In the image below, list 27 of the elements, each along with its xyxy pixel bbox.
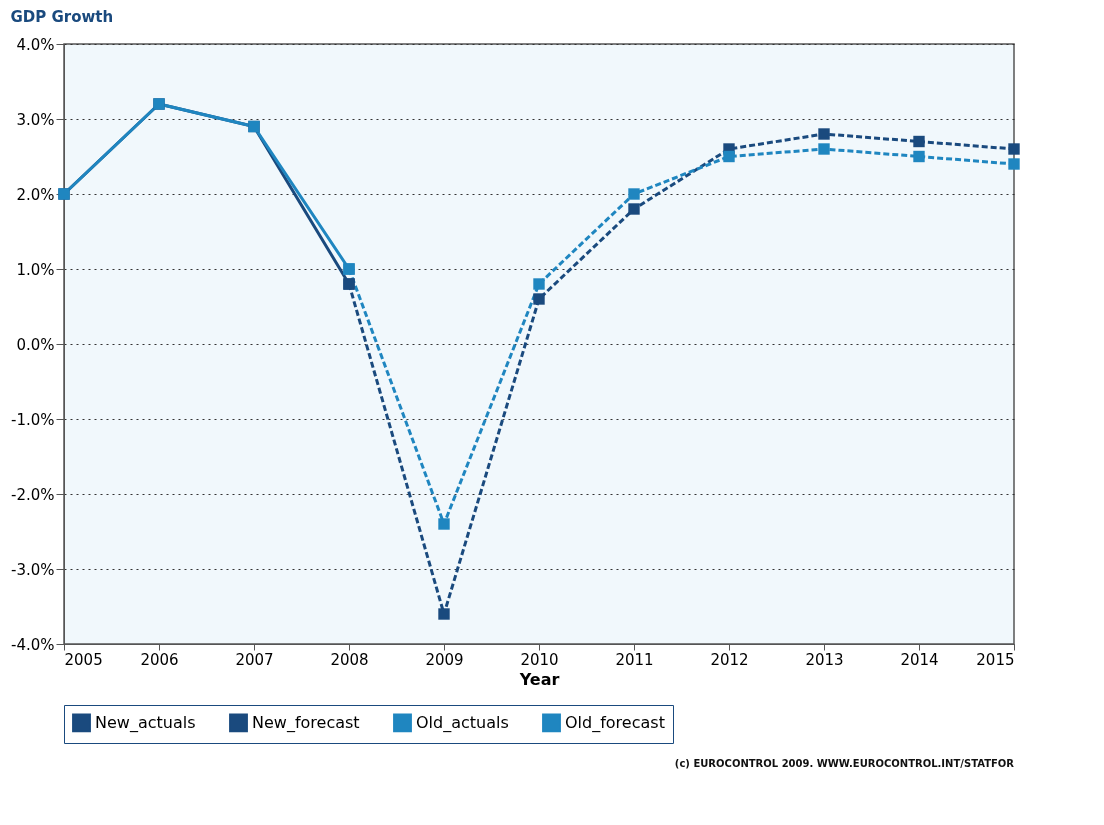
y-tick-label: -1.0% bbox=[10, 410, 55, 429]
legend-label: New_actuals bbox=[95, 712, 196, 733]
y-tick-label: 4.0% bbox=[16, 35, 55, 54]
x-tick-label: 2008 bbox=[330, 650, 369, 669]
y-tick-label: 2.0% bbox=[16, 185, 55, 204]
x-tick-label: 2007 bbox=[235, 650, 274, 669]
y-tick-label: 3.0% bbox=[16, 110, 55, 129]
x-tick-label: 2009 bbox=[425, 650, 464, 669]
x-tick-label: 2013 bbox=[805, 650, 844, 669]
legend-label: Old_forecast bbox=[565, 712, 665, 733]
x-tick-label: 2005 bbox=[64, 650, 103, 669]
y-tick-label: -3.0% bbox=[10, 560, 55, 579]
x-tick-label: 2015 bbox=[976, 650, 1015, 669]
legend-label: Old_actuals bbox=[416, 712, 509, 733]
y-tick-label: 1.0% bbox=[16, 260, 55, 279]
chart-title: GDP Growth bbox=[10, 8, 114, 26]
legend-label: New_forecast bbox=[252, 712, 360, 733]
x-tick-label: 2012 bbox=[710, 650, 749, 669]
y-tick-label: -2.0% bbox=[10, 485, 55, 504]
text: (c) EUROCONTROL 2009. WWW.EUROCONTROL.INT/STATFOR bbox=[674, 758, 1015, 769]
y-tick-label: 0.0% bbox=[16, 335, 55, 354]
x-tick-label: 2014 bbox=[900, 650, 939, 669]
x-tick-label: 2011 bbox=[615, 650, 654, 669]
x-tick-label: 2010 bbox=[520, 650, 559, 669]
y-tick-label: -4.0% bbox=[10, 635, 55, 654]
x-tick-label: 2006 bbox=[140, 650, 179, 669]
x-axis-title: Year bbox=[518, 669, 560, 689]
